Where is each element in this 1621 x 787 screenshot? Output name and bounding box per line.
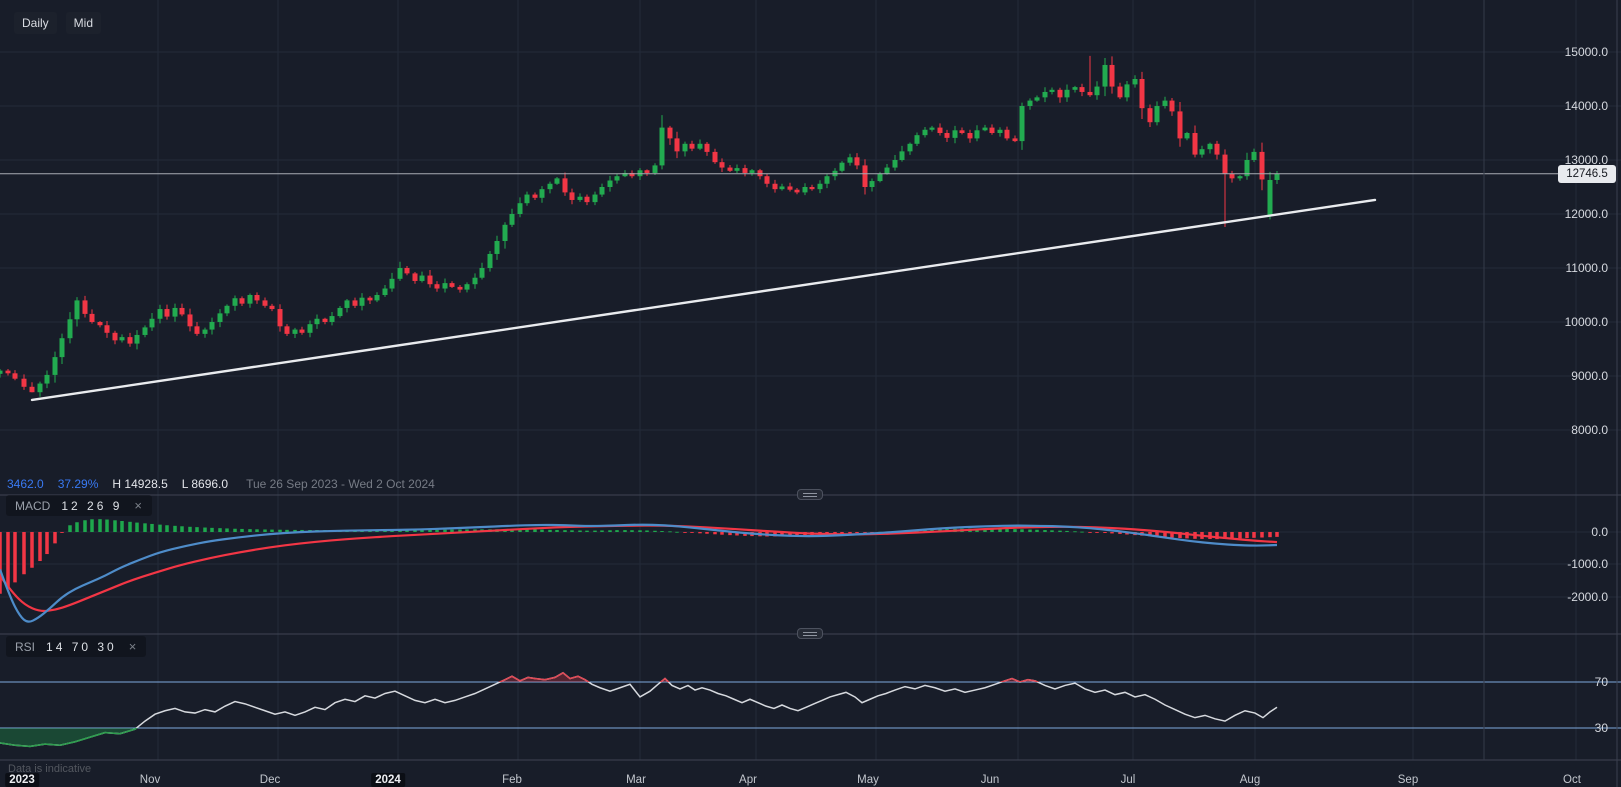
time-axis-label: Feb — [502, 774, 522, 786]
rsi-pane-resize-handle[interactable] — [797, 628, 823, 639]
price-axis-label: 10000.0 — [1564, 315, 1608, 329]
rsi-axis-label: 70 — [1594, 675, 1608, 689]
trendline — [30, 198, 1377, 402]
macd-legend-title: MACD — [15, 498, 51, 513]
macd-series — [0, 519, 1279, 623]
symbol-stats-row: 3462.0 37.29% H 14928.5 L 8696.0 Tue 26 … — [7, 477, 449, 491]
last-price-label: 12746.5 — [1558, 165, 1616, 183]
price-axis-label: 12000.0 — [1564, 207, 1608, 221]
rsi-remove-icon[interactable]: × — [128, 639, 137, 654]
interval-mid-button[interactable]: Mid — [65, 12, 102, 35]
time-axis-label: May — [857, 774, 879, 786]
time-axis-label: Apr — [739, 774, 757, 786]
interval-toolbar: Daily Mid — [14, 12, 102, 35]
price-axis-label: 9000.0 — [1571, 369, 1608, 383]
macd-legend[interactable]: MACD 12 26 9 × — [6, 495, 152, 516]
time-scale[interactable] — [0, 760, 1621, 787]
rsi-legend[interactable]: RSI 14 70 30 × — [6, 636, 147, 657]
time-axis-label: Jul — [1120, 774, 1136, 786]
price-axis-label: 11000.0 — [1565, 261, 1609, 275]
time-axis-label: Sep — [1397, 774, 1419, 786]
macd-axis-label: 0.0 — [1591, 525, 1608, 539]
macd-pane-resize-handle[interactable] — [797, 489, 823, 500]
rsi-line — [0, 671, 1278, 748]
candle-series — [0, 55, 1280, 397]
price-axis-label: 13000.0 — [1564, 153, 1608, 167]
date-range: Tue 26 Sep 2023 - Wed 2 Oct 2024 — [246, 477, 435, 491]
macd-axis-label: -1000.0 — [1567, 557, 1608, 571]
rsi-series — [0, 671, 1621, 748]
price-axis-label: 15000.0 — [1564, 45, 1608, 59]
time-axis-label: Mar — [626, 774, 646, 786]
macd-line — [0, 523, 1278, 623]
time-axis-label: Jun — [980, 774, 1000, 786]
time-axis-label: 2024 — [371, 773, 405, 787]
time-axis-label: 2023 — [5, 773, 39, 787]
time-axis-label: Nov — [139, 774, 161, 786]
macd-legend-params: 12 26 9 — [61, 498, 123, 513]
change-percent: 37.29% — [57, 477, 99, 491]
change-value: 3462.0 — [7, 477, 44, 491]
disclaimer-text: Data is indicative — [8, 763, 92, 775]
rsi-axis-label: 30 — [1594, 721, 1608, 735]
price-axis-label: 8000.0 — [1571, 423, 1608, 437]
price-axis-label: 14000.0 — [1564, 99, 1608, 113]
interval-daily-button[interactable]: Daily — [14, 12, 57, 35]
macd-axis-label: -2000.0 — [1567, 590, 1608, 604]
rsi-legend-params: 14 70 30 — [46, 639, 117, 654]
period-low: L 8696.0 — [181, 477, 229, 491]
rsi-legend-title: RSI — [15, 639, 36, 654]
period-high: H 14928.5 — [112, 477, 168, 491]
time-axis-label: Oct — [1563, 774, 1581, 786]
time-axis-label: Aug — [1239, 774, 1261, 786]
time-axis-label: Dec — [259, 774, 281, 786]
macd-remove-icon[interactable]: × — [134, 498, 142, 513]
macd-signal-line — [0, 524, 1278, 613]
